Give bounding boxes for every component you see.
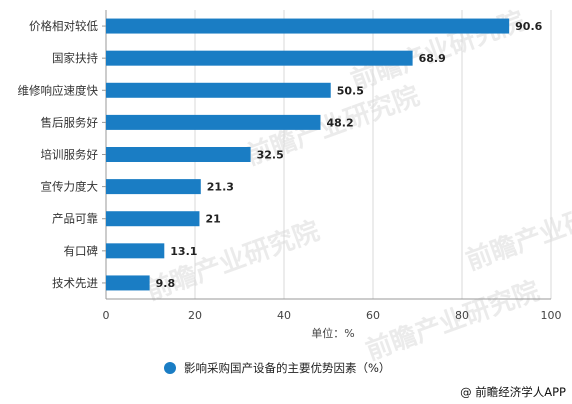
tick-labels: 0 20 40 60 80 100 [103, 309, 562, 322]
bar [106, 82, 331, 98]
data-label: 13.1 [170, 245, 197, 258]
x-tick-label: 0 [103, 309, 110, 322]
category-label: 培训服务好 [41, 148, 99, 162]
value-labels: 90.6 68.9 50.5 48.2 32.5 21.3 21 13.1 9.8 [156, 20, 543, 290]
data-label: 21.3 [207, 181, 234, 194]
category-label: 宣传力度大 [41, 180, 99, 194]
legend-entry: 影响采购国产设备的主要优势因素（%） [184, 361, 390, 375]
x-tick-label: 20 [188, 309, 202, 322]
category-label: 有口碑 [64, 244, 99, 258]
watermark-text: 前瞻产业研究院 [362, 275, 544, 366]
data-label: 48.2 [326, 116, 353, 129]
x-axis-label: 单位：% [311, 326, 354, 340]
watermark-text: 前瞻产业研究院 [462, 185, 572, 276]
x-tick-label: 60 [366, 309, 380, 322]
data-label: 32.5 [257, 149, 284, 162]
category-label: 产品可靠 [52, 212, 98, 226]
bar [106, 114, 321, 130]
watermark-text: 前瞻产业研究院 [142, 215, 324, 306]
data-label: 50.5 [337, 84, 364, 97]
bar [106, 18, 510, 34]
bar [106, 211, 200, 227]
bar [106, 147, 251, 162]
category-labels: 价格相对较低国家扶持维修响应速度快售后服务好培训服务好宣传力度大产品可靠有口碑技… [18, 19, 99, 290]
category-label: 国家扶持 [52, 51, 98, 65]
x-tick-label: 80 [455, 309, 469, 322]
category-label: 维修响应速度快 [18, 83, 99, 97]
bar [106, 50, 413, 66]
data-label: 90.6 [515, 20, 542, 33]
category-label: 价格相对较低 [29, 19, 98, 33]
category-label: 售后服务好 [41, 115, 99, 129]
bar [106, 275, 150, 291]
x-tick-label: 100 [541, 309, 562, 322]
source-credit: @ 前瞻经济学人APP [460, 385, 566, 399]
x-tick-label: 40 [277, 309, 291, 322]
data-label: 21 [205, 213, 220, 226]
bar [106, 179, 201, 195]
data-label: 68.9 [419, 52, 446, 65]
legend-swatch [164, 362, 176, 374]
category-label: 技术先进 [52, 276, 98, 290]
data-label: 9.8 [156, 277, 176, 290]
bars-layer [106, 18, 510, 291]
bar [106, 243, 165, 259]
